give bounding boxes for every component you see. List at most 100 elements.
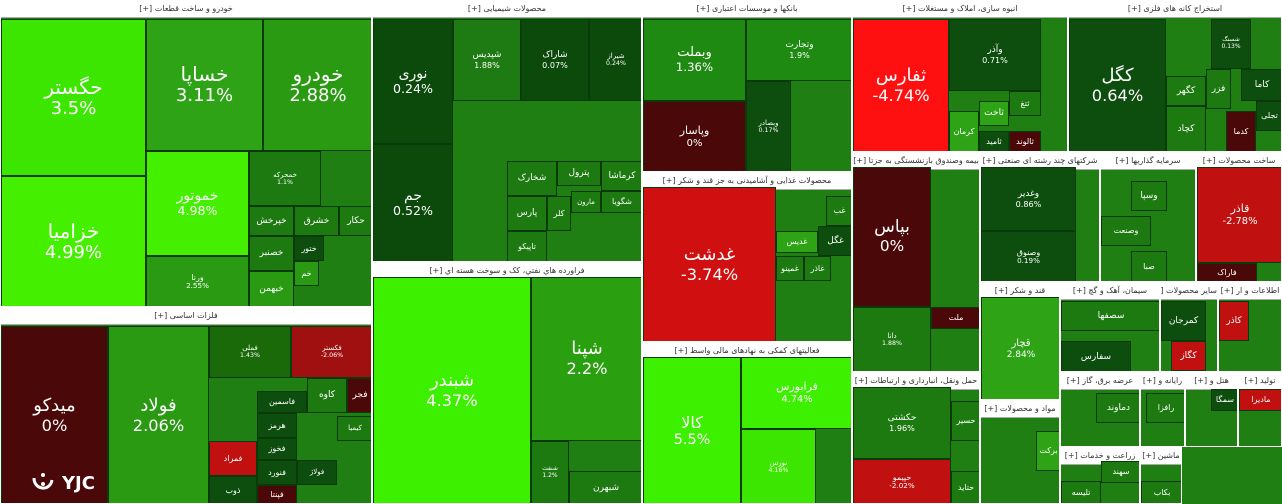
stock-tile[interactable]: بکاب (1141, 481, 1181, 503)
sector-title[interactable]: هتل و [+] (1186, 373, 1237, 390)
stock-tile[interactable]: تاپیکو (507, 231, 547, 261)
stock-tile[interactable]: شخارک (507, 161, 557, 196)
stock-tile[interactable]: خصنبر (249, 236, 294, 271)
stock-tile[interactable]: وصنعت (1101, 216, 1151, 246)
sector-title[interactable]: عرضه برق، گاز [+] (1061, 373, 1139, 390)
stock-tile[interactable]: حکشتی 1.96% (853, 387, 951, 459)
stock-tile[interactable]: فمراد (209, 441, 257, 476)
stock-tile[interactable]: شاراک 0.07% (521, 19, 589, 101)
stock-tile[interactable]: ثامید (979, 131, 1009, 151)
stock-tile[interactable]: برکت (1036, 431, 1059, 471)
stock-tile[interactable]: فپنتا (257, 485, 297, 503)
stock-tile[interactable]: حسیر (951, 401, 979, 441)
stock-tile[interactable]: فاراک (1197, 263, 1257, 281)
stock-tile[interactable]: غگل (818, 226, 851, 256)
sector-title[interactable]: رایانه و [+] (1141, 373, 1184, 390)
stock-tile[interactable]: شگویا (601, 191, 641, 213)
stock-tile[interactable]: ثاخت (979, 101, 1009, 126)
stock-tile[interactable]: ثتغ (1009, 91, 1041, 116)
stock-tile[interactable]: فخوز (257, 438, 297, 460)
sector-title[interactable]: فلزات اساسی [+] (1, 308, 371, 325)
stock-tile[interactable]: خبهمن (249, 271, 294, 306)
stock-tile[interactable]: خمحرکه 1.1% (249, 151, 321, 206)
stock-tile[interactable]: وصنوق 0.19% (981, 231, 1076, 281)
stock-tile[interactable]: بپاس 0% (853, 167, 931, 307)
sector-title[interactable]: استخراج کانه های فلزی [+] (1069, 1, 1281, 18)
sector-title[interactable]: تولید [+] (1239, 373, 1281, 390)
stock-tile[interactable]: کرماشا (601, 161, 641, 191)
stock-tile[interactable]: وغدیر 0.86% (981, 167, 1076, 231)
stock-tile[interactable]: قچار 2.84% (981, 297, 1059, 399)
stock-tile[interactable]: وپاسار 0% (643, 101, 746, 171)
stock-tile[interactable]: فولاژ (297, 460, 337, 485)
stock-tile[interactable]: خزامیا 4.99% (1, 176, 146, 306)
stock-tile[interactable]: نوری 0.24% (373, 19, 453, 144)
stock-tile[interactable]: غاذر (804, 256, 831, 281)
stock-tile[interactable]: کیمیا (337, 416, 371, 441)
stock-tile[interactable]: حکار (339, 206, 371, 236)
stock-tile[interactable]: دماوند (1096, 393, 1139, 423)
stock-tile[interactable]: شیراز 0.24% (589, 19, 641, 101)
sector-title[interactable]: سیمان، آهک و گچ [+] (1061, 283, 1159, 300)
stock-tile[interactable]: سهند (1101, 461, 1139, 483)
stock-tile[interactable]: غدشت -3.74% (643, 187, 776, 341)
sector-title[interactable]: سرمایه گذاریها [+] (1101, 153, 1195, 170)
stock-tile[interactable]: حتاید (951, 471, 979, 503)
stock-tile[interactable]: فاسمین (257, 391, 307, 413)
stock-tile[interactable]: کاما (1241, 69, 1281, 101)
stock-tile[interactable]: خودرو 2.88% (263, 19, 371, 151)
stock-tile[interactable]: کدما (1226, 111, 1256, 151)
stock-tile[interactable]: کاوه (307, 378, 347, 413)
stock-tile[interactable]: ذوب (209, 476, 257, 503)
stock-tile[interactable]: پترول (557, 161, 601, 186)
stock-tile[interactable]: سفارس (1061, 341, 1131, 371)
stock-tile[interactable]: خموتور 4.98% (146, 151, 249, 256)
stock-tile[interactable]: خم (294, 261, 319, 286)
sector-title[interactable]: انبوه سازی، املاک و مستغلات [+] (853, 1, 1067, 18)
stock-tile[interactable]: کچاد (1166, 106, 1206, 151)
stock-tile[interactable]: وتجارت 1.9% (746, 19, 851, 81)
stock-tile[interactable]: کگهر (1166, 76, 1206, 106)
stock-tile[interactable]: شنفت 1.2% (531, 441, 569, 503)
stock-tile[interactable]: تلیسه (1061, 481, 1101, 503)
stock-tile[interactable]: کگل 0.64% (1069, 19, 1166, 151)
stock-tile[interactable]: فولاد 2.06% (108, 326, 209, 503)
stock-tile[interactable]: کاذر (1219, 301, 1249, 341)
stock-tile[interactable]: ملت (931, 307, 979, 329)
stock-tile[interactable]: وبملت 1.36% (643, 19, 746, 101)
sector-title[interactable]: بانکها و موسسات اعتباری [+] (643, 1, 851, 18)
stock-tile[interactable]: غمینو (776, 256, 804, 281)
stock-tile[interactable]: وسپا (1131, 181, 1167, 211)
stock-tile[interactable]: سصفها (1061, 301, 1159, 331)
sector-title[interactable]: خودرو و ساخت قطعات [+] (1, 1, 371, 18)
stock-tile[interactable]: خساپا 3.11% (146, 19, 263, 151)
sector-title[interactable]: اطلاعات و ار [+] (1219, 283, 1281, 300)
stock-tile[interactable]: ثفارس -4.74% (853, 19, 949, 151)
stock-tile[interactable]: کالا 5.5% (643, 357, 741, 503)
stock-tile[interactable]: سمگا (1211, 389, 1237, 411)
sector-title[interactable]: مواد و محصولات [+] (981, 401, 1059, 418)
stock-tile[interactable]: وبصادر 0.17% (746, 81, 791, 171)
stock-tile[interactable]: فرابورس 4.74% (741, 357, 851, 429)
stock-tile[interactable]: غدیس (776, 231, 818, 253)
stock-tile[interactable]: فنورد (257, 460, 297, 485)
stock-tile[interactable]: مارون (571, 191, 601, 213)
stock-tile[interactable]: مادیرا (1239, 389, 1281, 411)
stock-tile[interactable]: فملی 1.43% (209, 326, 291, 378)
stock-tile[interactable]: نورس 4.16% (741, 429, 816, 503)
stock-tile[interactable]: جم 0.52% (373, 144, 453, 261)
stock-tile[interactable]: حپیمو -2.02% (853, 459, 951, 503)
stock-tile[interactable]: ختور (294, 236, 324, 261)
stock-tile[interactable]: ثالوند (1009, 131, 1041, 151)
stock-tile[interactable]: شبندر 4.37% (373, 277, 531, 503)
stock-tile[interactable]: کلر (547, 196, 571, 231)
stock-tile[interactable]: حگستر 3.5% (1, 19, 146, 176)
stock-tile[interactable]: ورنا 2.55% (146, 256, 249, 306)
sector-title[interactable]: سایر محصولات [+] (1161, 283, 1217, 300)
stock-tile[interactable]: فزر (1206, 69, 1231, 109)
stock-tile[interactable]: غب (826, 196, 851, 226)
sector-title[interactable]: زراعت و خدمات [+] (1061, 448, 1139, 465)
stock-tile[interactable]: میدکو 0% (1, 326, 108, 503)
stock-tile[interactable]: قاذر -2.78% (1197, 167, 1281, 263)
stock-tile[interactable]: خپرخش (249, 206, 294, 236)
